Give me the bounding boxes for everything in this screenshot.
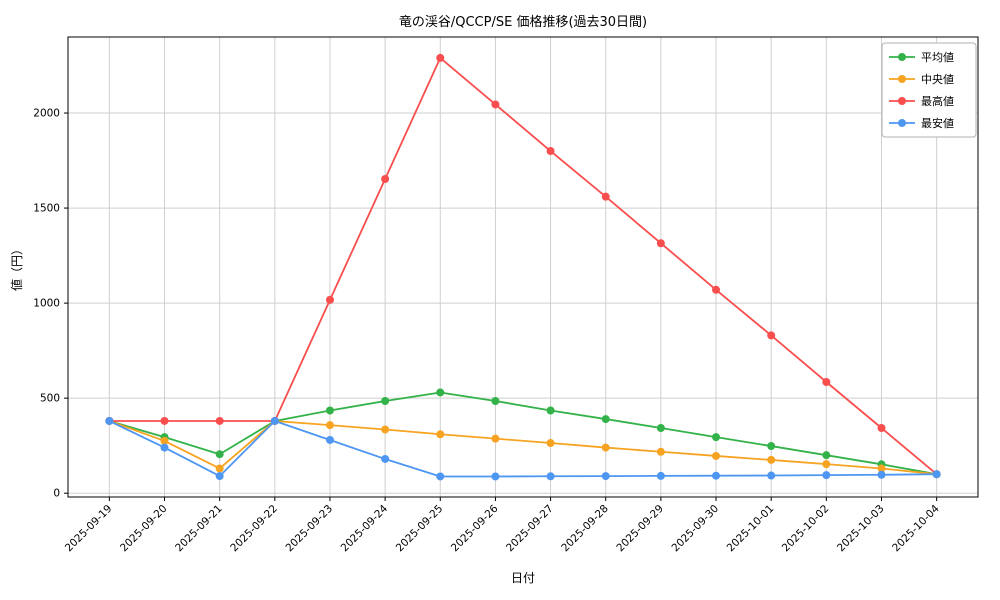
legend-marker-mean xyxy=(898,53,906,61)
series-marker-mean xyxy=(656,424,665,432)
legend-label-mean: 平均値 xyxy=(921,51,954,64)
x-tick-label: 2025-09-20 xyxy=(118,503,170,555)
x-tick-label: 2025-09-29 xyxy=(614,503,666,555)
series-line-min xyxy=(108,420,937,478)
series-marker-max xyxy=(712,285,721,294)
series-marker-mean xyxy=(381,397,390,406)
x-tick-label: 2025-09-25 xyxy=(394,503,446,555)
x-tick-label: 2025-09-19 xyxy=(63,503,115,555)
series-marker-min xyxy=(822,471,831,480)
series-max xyxy=(105,53,941,479)
x-tick-label: 2025-10-03 xyxy=(835,503,887,555)
series-marker-min xyxy=(160,443,169,452)
series-marker-min xyxy=(767,471,776,480)
series-marker-max xyxy=(877,424,886,432)
x-tick-label: 2025-10-01 xyxy=(725,503,777,555)
series-line-median xyxy=(109,420,937,476)
x-tick-label: 2025-09-24 xyxy=(339,502,391,554)
series-marker-min xyxy=(877,470,886,479)
series-marker-median xyxy=(546,439,555,448)
series-marker-median xyxy=(877,464,886,473)
series-marker-mean xyxy=(712,433,721,442)
legend-label-min: 最安値 xyxy=(921,116,954,130)
legend-marker-median xyxy=(898,75,906,83)
series-marker-max xyxy=(436,53,445,62)
chart-title: 竜の渓谷/QCCP/SE 価格推移(過去30日間) xyxy=(399,14,647,30)
series-marker-mean xyxy=(491,397,500,406)
x-tick-label: 2025-09-30 xyxy=(670,503,722,555)
series-marker-median xyxy=(436,430,445,439)
series-marker-median xyxy=(325,421,334,430)
series-marker-min xyxy=(932,470,941,479)
y-tick-label: 0 xyxy=(53,488,60,500)
x-tick-label: 2025-10-04 xyxy=(890,502,942,554)
y-tick-label: 500 xyxy=(40,393,60,405)
legend-box xyxy=(881,42,977,138)
series-marker-mean xyxy=(546,406,555,415)
series-marker-max xyxy=(325,295,334,304)
series-marker-median xyxy=(160,436,169,445)
series-marker-min xyxy=(105,416,114,425)
series-marker-mean xyxy=(822,451,831,460)
legend-label-max: 最高値 xyxy=(921,94,954,108)
series-marker-median xyxy=(601,443,610,452)
series-marker-max xyxy=(381,174,390,183)
x-tick-label: 2025-09-23 xyxy=(283,503,335,555)
legend-label-median: 中央値 xyxy=(921,73,954,86)
x-tick-label: 2025-09-22 xyxy=(228,503,280,555)
legend-marker-max xyxy=(898,97,906,105)
series-marker-max xyxy=(822,378,831,386)
series-marker-mean xyxy=(767,442,776,451)
series-line-max xyxy=(109,57,938,475)
series-marker-min xyxy=(325,435,334,444)
series-marker-max xyxy=(215,416,224,425)
series-marker-max xyxy=(160,416,169,425)
series-marker-min xyxy=(712,471,721,480)
series-marker-min xyxy=(656,471,665,480)
series-marker-min xyxy=(601,472,610,481)
series-marker-min xyxy=(215,472,224,481)
x-tick-label: 2025-09-27 xyxy=(504,503,556,555)
series-marker-min xyxy=(436,472,445,481)
series-line-mean xyxy=(109,391,937,476)
series-marker-median xyxy=(381,425,390,434)
series-marker-median xyxy=(656,447,665,456)
series-marker-mean xyxy=(436,388,445,397)
series-marker-median xyxy=(712,451,721,460)
series-marker-min xyxy=(546,472,555,481)
series-marker-max xyxy=(656,239,665,248)
x-axis-label: 日付 xyxy=(511,571,535,585)
x-tick-label: 2025-09-28 xyxy=(559,503,611,555)
series-marker-min xyxy=(491,472,500,481)
x-tick-label: 2025-09-21 xyxy=(173,503,225,555)
x-tick-label: 2025-09-26 xyxy=(449,502,501,554)
y-tick-label: 2000 xyxy=(33,108,60,120)
series-marker-min xyxy=(381,454,390,463)
series-marker-max xyxy=(601,192,610,201)
series-marker-median xyxy=(767,455,776,464)
y-tick-label: 1500 xyxy=(33,203,60,215)
series-marker-mean xyxy=(215,450,224,459)
series-marker-max xyxy=(767,331,776,340)
series-marker-median xyxy=(822,460,831,469)
series-marker-mean xyxy=(325,406,334,415)
plot-border xyxy=(67,36,979,498)
gridlines xyxy=(68,37,978,497)
y-tick-label: 1000 xyxy=(33,298,60,310)
series-marker-median xyxy=(491,434,500,443)
series-marker-max xyxy=(491,100,500,109)
x-tick-label: 2025-10-02 xyxy=(780,503,832,555)
series-marker-mean xyxy=(601,415,610,424)
series-marker-max xyxy=(546,147,555,156)
legend-marker-min xyxy=(898,119,906,127)
y-axis-label: 値（円） xyxy=(9,243,24,291)
series-marker-min xyxy=(270,416,279,425)
series-min xyxy=(105,416,941,481)
series-marker-median xyxy=(215,464,224,473)
